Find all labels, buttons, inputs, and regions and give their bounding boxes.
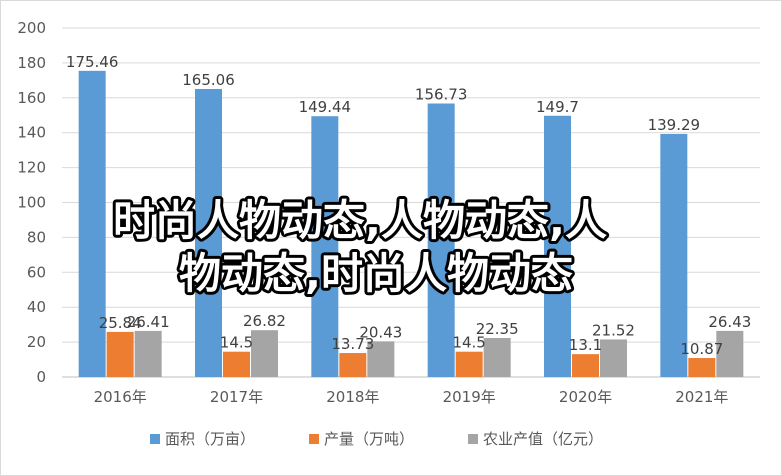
y-tick-label: 160 bbox=[17, 89, 46, 107]
bar bbox=[483, 337, 511, 377]
watermark-line-2: 物动态,时尚人物动态 bbox=[179, 249, 573, 298]
y-tick-label: 80 bbox=[27, 228, 46, 246]
legend-swatch bbox=[468, 434, 478, 444]
bar bbox=[78, 70, 106, 377]
y-tick-label: 40 bbox=[27, 298, 46, 316]
data-label: 156.73 bbox=[415, 86, 468, 104]
y-tick-label: 0 bbox=[36, 368, 46, 386]
bar bbox=[251, 330, 278, 377]
y-tick-label: 200 bbox=[17, 19, 46, 37]
y-tick-label: 20 bbox=[27, 333, 46, 351]
bar bbox=[716, 330, 744, 377]
x-tick-label: 2019年 bbox=[443, 388, 496, 406]
y-tick-label: 120 bbox=[17, 159, 46, 177]
data-label: 14.5 bbox=[452, 334, 485, 352]
y-tick-label: 60 bbox=[27, 263, 46, 281]
data-label: 21.52 bbox=[592, 321, 635, 339]
bar bbox=[134, 330, 162, 377]
data-label: 13.1 bbox=[569, 336, 602, 354]
legend-label: 面积（万亩） bbox=[165, 430, 255, 448]
data-label: 26.43 bbox=[708, 313, 751, 331]
bar bbox=[195, 88, 222, 377]
bar bbox=[544, 115, 571, 377]
data-label: 139.29 bbox=[648, 116, 701, 134]
x-tick-label: 2016年 bbox=[94, 388, 147, 406]
x-tick-label: 2021年 bbox=[675, 388, 728, 406]
x-tick-label: 2020年 bbox=[559, 388, 612, 406]
gridlines bbox=[62, 27, 760, 378]
bar bbox=[660, 133, 688, 377]
data-label: 149.7 bbox=[536, 98, 579, 116]
bars bbox=[78, 70, 744, 377]
data-label: 22.35 bbox=[476, 320, 519, 338]
legend-swatch bbox=[309, 434, 319, 444]
data-label: 26.82 bbox=[243, 312, 286, 330]
data-label: 25.84 bbox=[99, 314, 142, 332]
legend: 面积（万亩） 产量（万吨） 农业产值（亿元） bbox=[150, 430, 603, 448]
bar bbox=[427, 103, 455, 377]
y-tick-label: 140 bbox=[17, 124, 46, 142]
y-tick-label: 100 bbox=[17, 194, 46, 212]
legend-label: 农业产值（亿元） bbox=[483, 430, 603, 448]
bar bbox=[572, 354, 599, 377]
bar bbox=[455, 351, 483, 377]
data-label: 20.43 bbox=[359, 323, 402, 341]
bar bbox=[223, 351, 250, 377]
x-axis-ticks: 2016年 2017年 2018年 2019年 2020年 2021年 bbox=[94, 388, 729, 406]
data-label: 10.87 bbox=[680, 340, 723, 358]
x-tick-label: 2017年 bbox=[210, 388, 263, 406]
data-label: 149.44 bbox=[299, 98, 352, 116]
data-label: 14.5 bbox=[220, 334, 253, 352]
data-label: 26.41 bbox=[127, 313, 170, 331]
data-label: 13.73 bbox=[331, 335, 374, 353]
x-tick-label: 2018年 bbox=[326, 388, 379, 406]
bar bbox=[106, 331, 134, 377]
bar bbox=[600, 339, 627, 377]
data-label: 165.06 bbox=[182, 71, 235, 89]
bar bbox=[367, 341, 395, 377]
data-label: 175.46 bbox=[66, 53, 119, 71]
legend-label: 产量（万吨） bbox=[324, 430, 414, 448]
legend-swatch bbox=[150, 434, 160, 444]
watermark-line-1: 时尚人物动态,人物动态,人 bbox=[113, 196, 607, 245]
bar bbox=[311, 116, 339, 377]
bar bbox=[688, 358, 716, 377]
y-tick-label: 180 bbox=[17, 54, 46, 72]
bar bbox=[339, 353, 367, 377]
y-axis-ticks: 0 20 40 60 80 100 120 140 160 180 200 bbox=[17, 19, 46, 386]
